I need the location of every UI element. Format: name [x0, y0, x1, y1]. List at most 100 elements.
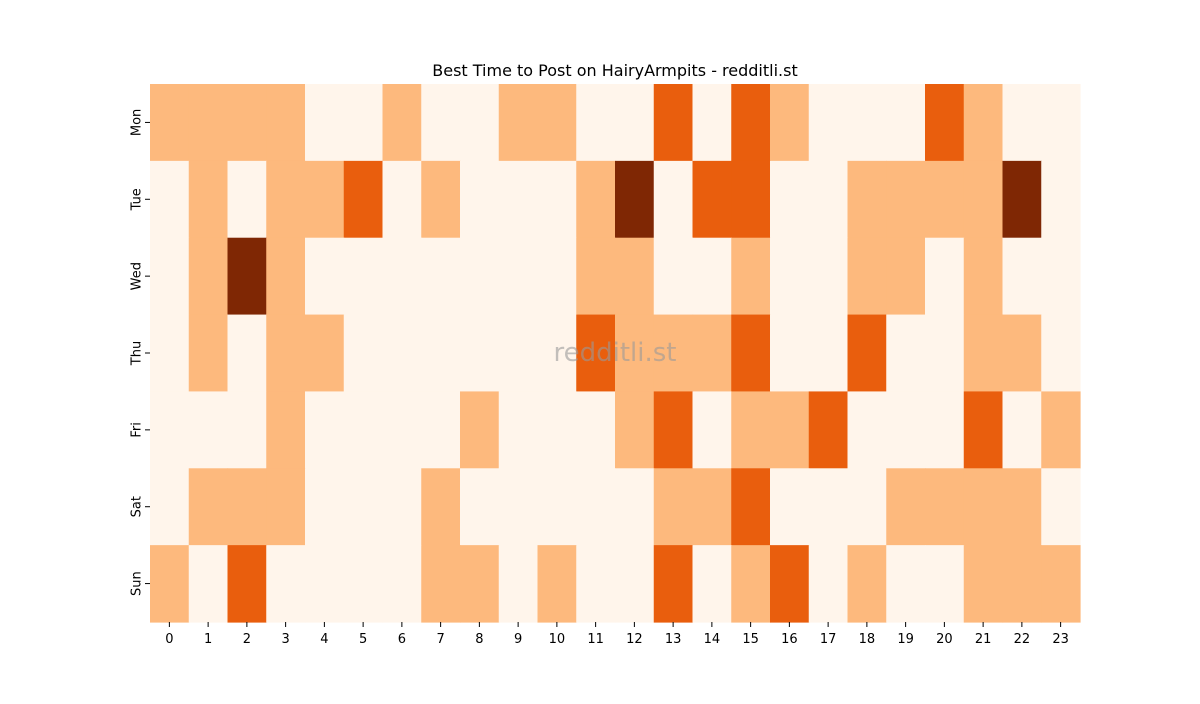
- heatmap-cell-sun-6: [382, 545, 422, 623]
- heatmap-cell-thu-8: [460, 314, 500, 393]
- heatmap-cell-tue-5: [343, 160, 384, 239]
- heatmap-cell-sun-7: [421, 545, 461, 623]
- heatmap-cell-sat-3: [266, 468, 306, 546]
- x-tick-label-12: 12: [626, 632, 643, 647]
- heatmap-cell-wed-10: [537, 237, 577, 316]
- x-tick-label-5: 5: [359, 632, 367, 647]
- heatmap-cell-fri-10: [537, 391, 577, 469]
- heatmap-cell-sat-6: [382, 468, 422, 546]
- heatmap-cell-sat-8: [460, 468, 500, 546]
- x-tick-label-8: 8: [475, 632, 483, 647]
- heatmap-cell-sat-21: [963, 468, 1004, 546]
- heatmap-cell-sat-22: [1002, 468, 1042, 546]
- heatmap-cell-thu-11: [576, 314, 616, 393]
- heatmap-cell-sat-1: [188, 468, 229, 546]
- heatmap-cell-thu-18: [847, 314, 887, 393]
- x-tick-label-18: 18: [859, 632, 876, 647]
- heatmap-cell-thu-14: [692, 314, 732, 393]
- heatmap-cell-tue-7: [421, 160, 461, 239]
- heatmap-cell-wed-20: [925, 237, 965, 316]
- x-tick-label-7: 7: [436, 632, 444, 647]
- x-tick-label-13: 13: [665, 632, 682, 647]
- heatmap-cell-wed-8: [460, 237, 500, 316]
- heatmap-cell-thu-4: [305, 314, 345, 393]
- heatmap-cell-mon-18: [847, 84, 887, 162]
- x-tick-label-21: 21: [975, 632, 992, 647]
- heatmap-cell-sun-22: [1002, 545, 1042, 623]
- heatmap-cell-sun-8: [460, 545, 500, 623]
- heatmap-cell-thu-7: [421, 314, 461, 393]
- x-tick-label-4: 4: [320, 632, 328, 647]
- heatmap-cell-mon-19: [886, 84, 926, 162]
- heatmap-cell-thu-16: [770, 314, 810, 393]
- heatmap-cell-sat-9: [498, 468, 539, 546]
- heatmap-cell-sat-18: [847, 468, 887, 546]
- heatmap-cell-mon-1: [188, 84, 229, 162]
- heatmap-cell-sun-9: [498, 545, 539, 623]
- x-tick-label-16: 16: [781, 632, 798, 647]
- heatmap-cell-fri-18: [847, 391, 887, 469]
- heatmap-cell-sun-12: [615, 545, 655, 623]
- heatmap-cell-wed-16: [770, 237, 810, 316]
- heatmap-cell-tue-10: [537, 160, 577, 239]
- x-tick-label-0: 0: [165, 632, 173, 647]
- chart-title: Best Time to Post on HairyArmpits - redd…: [432, 61, 797, 80]
- heatmap-cell-wed-6: [382, 237, 422, 316]
- heatmap-cell-sun-16: [770, 545, 810, 623]
- heatmap-cell-tue-8: [460, 160, 500, 239]
- heatmap-cell-thu-13: [653, 314, 694, 393]
- heatmap-cell-wed-14: [692, 237, 732, 316]
- heatmap-cell-sat-10: [537, 468, 577, 546]
- heatmap-cell-fri-8: [460, 391, 500, 469]
- heatmap-cell-fri-13: [653, 391, 694, 469]
- heatmap-cell-thu-22: [1002, 314, 1042, 393]
- heatmap-cell-tue-22: [1002, 160, 1042, 239]
- y-tick-label-fri: Fri: [130, 422, 145, 438]
- heatmap-cell-mon-20: [925, 84, 965, 162]
- heatmap-cell-wed-11: [576, 237, 616, 316]
- heatmap-cell-thu-12: [615, 314, 655, 393]
- heatmap-cell-wed-22: [1002, 237, 1042, 316]
- heatmap-cell-sat-23: [1041, 468, 1081, 546]
- heatmap-cell-thu-19: [886, 314, 926, 393]
- heatmap-cell-sun-17: [808, 545, 849, 623]
- heatmap-cell-tue-23: [1041, 160, 1081, 239]
- x-tick-label-11: 11: [587, 632, 604, 647]
- heatmap-cell-wed-7: [421, 237, 461, 316]
- heatmap-cell-tue-6: [382, 160, 422, 239]
- heatmap-cell-fri-22: [1002, 391, 1042, 469]
- heatmap-cell-thu-21: [963, 314, 1004, 393]
- heatmap-cell-tue-9: [498, 160, 539, 239]
- heatmap-cell-thu-17: [808, 314, 849, 393]
- heatmap-cell-fri-11: [576, 391, 616, 469]
- heatmap-cell-fri-21: [963, 391, 1004, 469]
- heatmap-cell-thu-0: [150, 314, 190, 393]
- heatmap-cell-mon-11: [576, 84, 616, 162]
- heatmap-cell-fri-15: [731, 391, 771, 469]
- heatmap-cell-sun-5: [343, 545, 384, 623]
- watermark: redditli.st: [554, 338, 677, 368]
- heatmap-cell-mon-21: [963, 84, 1004, 162]
- heatmap-cell-sat-7: [421, 468, 461, 546]
- heatmap-cell-fri-20: [925, 391, 965, 469]
- heatmap-cell-sun-11: [576, 545, 616, 623]
- x-axis: 0 1 2 3 4 5 6 7 8 9 10 11 12 13 14 15 16 17 18 19 20 21 22 23: [165, 622, 1069, 647]
- heatmap-cell-sun-0: [150, 545, 190, 623]
- heatmap-cell-wed-21: [963, 237, 1004, 316]
- heatmap-cell-tue-18: [847, 160, 887, 239]
- heatmap-cell-mon-17: [808, 84, 849, 162]
- heatmap-cell-sat-14: [692, 468, 732, 546]
- heatmap-cell-fri-9: [498, 391, 539, 469]
- heatmap-cell-mon-8: [460, 84, 500, 162]
- heatmap-cell-wed-5: [343, 237, 384, 316]
- heatmap-cell-wed-17: [808, 237, 849, 316]
- heatmap-cell-tue-0: [150, 160, 190, 239]
- heatmap-cell-sun-4: [305, 545, 345, 623]
- heatmap-cell-sat-19: [886, 468, 926, 546]
- heatmap-cell-fri-1: [188, 391, 229, 469]
- heatmap-cell-tue-12: [615, 160, 655, 239]
- heatmap-cell-sat-4: [305, 468, 345, 546]
- heatmap-cell-sun-15: [731, 545, 771, 623]
